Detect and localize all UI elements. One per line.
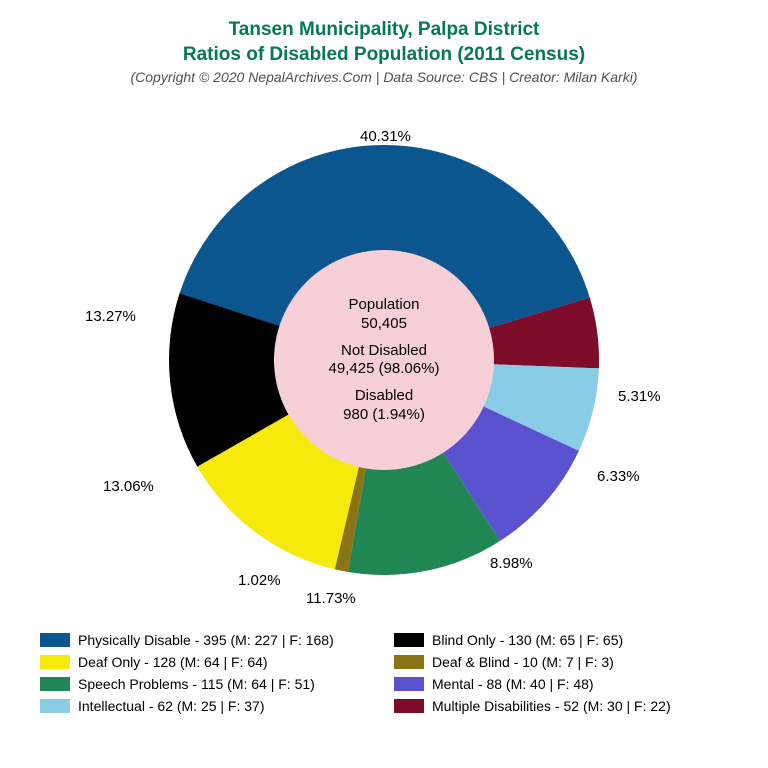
legend-item: Intellectual - 62 (M: 25 | F: 37) bbox=[40, 698, 374, 714]
legend-swatch bbox=[394, 633, 424, 647]
legend-swatch bbox=[394, 699, 424, 713]
legend-label: Deaf Only - 128 (M: 64 | F: 64) bbox=[78, 654, 268, 670]
legend-item: Physically Disable - 395 (M: 227 | F: 16… bbox=[40, 632, 374, 648]
legend-swatch bbox=[40, 699, 70, 713]
legend-swatch bbox=[394, 677, 424, 691]
population-label: Population bbox=[284, 296, 484, 315]
not-disabled-label: Not Disabled bbox=[284, 341, 484, 360]
slice-pct-label: 5.31% bbox=[618, 388, 661, 405]
legend-swatch bbox=[40, 633, 70, 647]
legend-label: Blind Only - 130 (M: 65 | F: 65) bbox=[432, 632, 623, 648]
disabled-value: 980 (1.94%) bbox=[284, 406, 484, 425]
legend-label: Mental - 88 (M: 40 | F: 48) bbox=[432, 676, 594, 692]
chart-container: Tansen Municipality, Palpa District Rati… bbox=[0, 0, 768, 768]
legend-item: Multiple Disabilities - 52 (M: 30 | F: 2… bbox=[394, 698, 728, 714]
disabled-label: Disabled bbox=[284, 387, 484, 406]
slice-pct-label: 11.73% bbox=[306, 590, 356, 607]
slice-pct-label: 1.02% bbox=[238, 572, 281, 589]
slice-pct-label: 6.33% bbox=[597, 468, 640, 485]
legend: Physically Disable - 395 (M: 227 | F: 16… bbox=[40, 632, 728, 714]
legend-item: Speech Problems - 115 (M: 64 | F: 51) bbox=[40, 676, 374, 692]
legend-label: Physically Disable - 395 (M: 227 | F: 16… bbox=[78, 632, 334, 648]
legend-label: Intellectual - 62 (M: 25 | F: 37) bbox=[78, 698, 265, 714]
legend-item: Deaf Only - 128 (M: 64 | F: 64) bbox=[40, 654, 374, 670]
not-disabled-value: 49,425 (98.06%) bbox=[284, 360, 484, 379]
pie-chart: Population 50,405 Not Disabled 49,425 (9… bbox=[159, 135, 609, 585]
legend-item: Mental - 88 (M: 40 | F: 48) bbox=[394, 676, 728, 692]
subtitle: (Copyright © 2020 NepalArchives.Com | Da… bbox=[0, 69, 768, 85]
legend-swatch bbox=[40, 655, 70, 669]
legend-item: Blind Only - 130 (M: 65 | F: 65) bbox=[394, 632, 728, 648]
legend-swatch bbox=[394, 655, 424, 669]
title-line-1: Tansen Municipality, Palpa District bbox=[0, 18, 768, 43]
slice-pct-label: 8.98% bbox=[490, 555, 533, 572]
title-block: Tansen Municipality, Palpa District Rati… bbox=[0, 0, 768, 85]
center-info: Population 50,405 Not Disabled 49,425 (9… bbox=[284, 288, 484, 433]
legend-swatch bbox=[40, 677, 70, 691]
slice-pct-label: 13.06% bbox=[103, 478, 154, 495]
legend-label: Multiple Disabilities - 52 (M: 30 | F: 2… bbox=[432, 698, 671, 714]
population-value: 50,405 bbox=[284, 315, 484, 334]
legend-label: Speech Problems - 115 (M: 64 | F: 51) bbox=[78, 676, 315, 692]
slice-pct-label: 40.31% bbox=[360, 128, 411, 145]
slice-pct-label: 13.27% bbox=[85, 308, 136, 325]
legend-label: Deaf & Blind - 10 (M: 7 | F: 3) bbox=[432, 654, 614, 670]
title-line-2: Ratios of Disabled Population (2011 Cens… bbox=[0, 43, 768, 68]
legend-item: Deaf & Blind - 10 (M: 7 | F: 3) bbox=[394, 654, 728, 670]
